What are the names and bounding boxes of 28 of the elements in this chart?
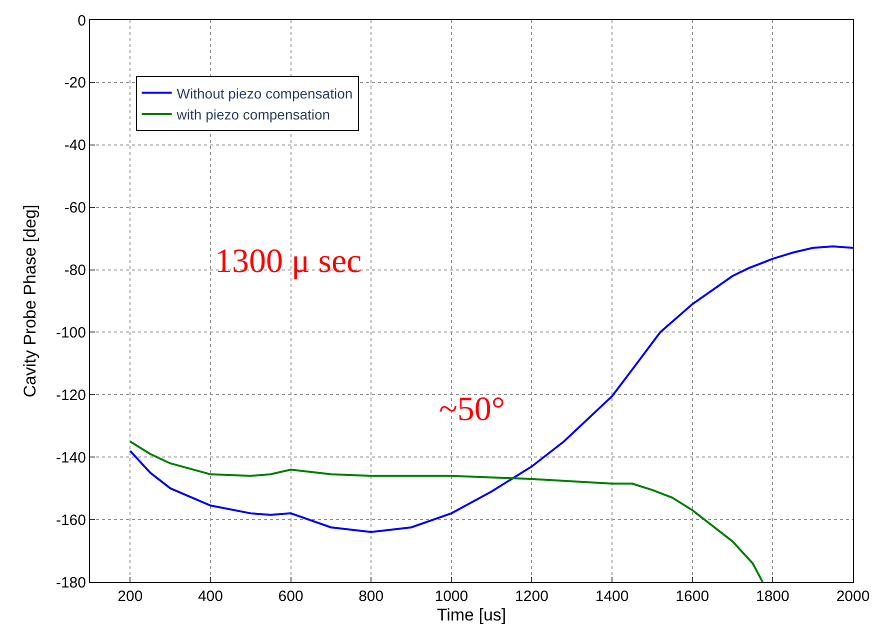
y-tick-label: -20 [64,74,86,92]
x-axis-title: Time [us] [436,605,506,624]
x-tick-label: 1000 [434,588,468,605]
x-tick-label: 400 [198,588,223,605]
x-tick-label: 200 [118,588,143,605]
annotation: ~50° [439,391,505,428]
y-tick-label: -80 [64,262,86,280]
y-tick-label: 0 [78,12,86,30]
x-tick-label: 1200 [515,588,548,605]
line-series [129,245,853,534]
line-series [129,440,764,582]
legend-label: Without piezo compensation [176,85,353,102]
y-tick-label: -180 [56,574,86,592]
y-tick-label: -100 [56,324,86,342]
annotation: 1300 μ sec [215,243,362,280]
y-axis-title: Cavity Probe Phase [deg] [20,204,40,398]
x-tick-label: 1800 [756,588,790,605]
y-tick-label: -120 [56,386,86,404]
y-tick-label: -160 [56,512,86,529]
y-tick-label: -60 [64,200,86,217]
y-tick-label: -40 [64,137,86,154]
x-tick-label: 1600 [676,588,710,605]
x-tick-label: 800 [358,588,384,605]
x-tick-label: 600 [278,588,304,605]
x-tick-label: 2000 [836,588,870,605]
x-tick-label: 1400 [595,588,629,605]
legend-label: with piezo compensation [176,106,330,122]
y-tick-label: -140 [56,449,86,466]
